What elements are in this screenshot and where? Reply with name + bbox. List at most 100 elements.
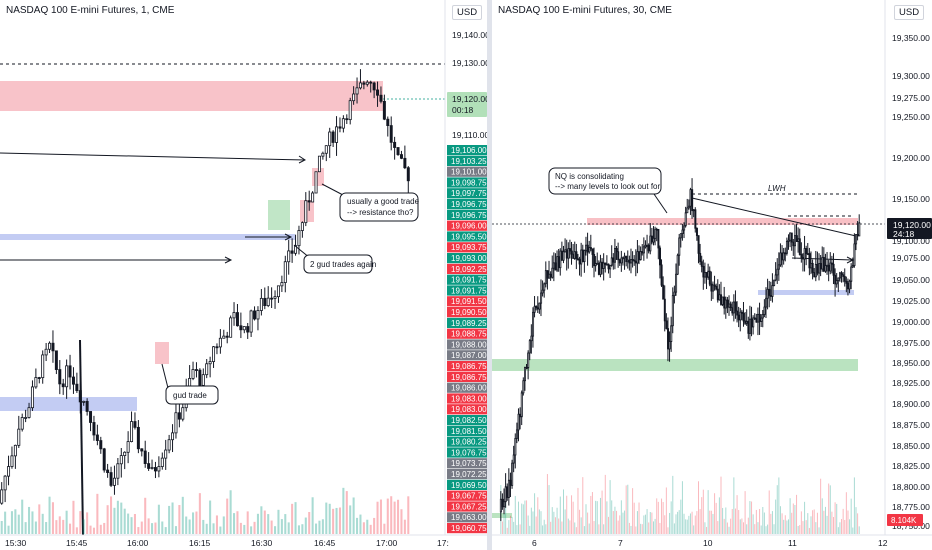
supply-zone — [587, 218, 858, 225]
candle — [716, 279, 719, 303]
candle — [517, 408, 520, 442]
candle — [568, 239, 571, 259]
left-chart-canvas[interactable]: usually a good trade --> resistance tho?… — [0, 0, 487, 550]
volume-bar — [511, 516, 513, 534]
candle — [0, 482, 4, 505]
candle — [652, 226, 655, 246]
ladder-row: 19,088.00 — [447, 339, 487, 350]
pane-divider[interactable] — [487, 0, 492, 550]
candle — [686, 198, 689, 214]
right-time-scale[interactable] — [492, 536, 932, 550]
volume-bar — [765, 526, 767, 534]
price-tick: 18,875.00 — [892, 420, 930, 430]
volume-bar — [233, 513, 236, 534]
candle — [565, 239, 568, 271]
volume-bar — [96, 493, 99, 534]
volume-bar — [188, 519, 191, 534]
candle — [597, 260, 600, 276]
volume-bar — [763, 512, 765, 534]
candle — [130, 411, 134, 443]
currency-button[interactable]: USD — [452, 5, 483, 20]
volume-bar — [628, 522, 630, 534]
left-chart-pane[interactable]: usually a good trade --> resistance tho?… — [0, 0, 487, 550]
candle — [578, 256, 581, 276]
candle — [507, 468, 510, 506]
volume-bar — [548, 485, 550, 534]
ladder-price: 19,086.75 — [451, 373, 487, 382]
volume-bar — [535, 516, 537, 534]
candle — [536, 296, 539, 313]
candle — [705, 271, 708, 290]
volume-bar — [14, 509, 17, 534]
volume-bar — [786, 520, 788, 534]
volume-bar — [383, 523, 386, 534]
volume-bar — [253, 521, 256, 534]
candle — [821, 246, 824, 272]
right-chart-pane[interactable]: LWH NQ is consolidating --> many levels … — [492, 0, 932, 550]
candle — [675, 263, 678, 296]
candle — [851, 257, 854, 269]
volume-bar — [137, 527, 140, 534]
price-tick: 18,800.00 — [892, 482, 930, 492]
volume-bar — [501, 521, 503, 534]
demand-zone — [268, 200, 290, 230]
candle — [729, 301, 732, 312]
time-tick: 15:30 — [5, 538, 27, 548]
annotation-resistance-line2: --> resistance tho? — [347, 208, 414, 217]
candle — [610, 245, 613, 267]
volume-bar — [89, 525, 92, 534]
candle — [692, 209, 695, 218]
volume-bar — [672, 475, 674, 534]
candle — [760, 314, 763, 328]
candle — [499, 491, 502, 522]
volume-bar — [250, 526, 253, 534]
volume-bar — [792, 503, 794, 534]
volume-bar — [799, 525, 801, 534]
ladder-row: 19,089.25 — [447, 317, 487, 328]
candle — [713, 275, 716, 291]
candle — [171, 424, 175, 453]
candle — [684, 206, 687, 228]
ladder-price: 19,103.25 — [451, 157, 487, 166]
left-time-scale[interactable] — [0, 536, 487, 550]
volume-bar — [760, 525, 762, 534]
candle — [612, 253, 615, 270]
right-price-scale[interactable] — [885, 0, 932, 550]
candle — [650, 227, 653, 245]
volume-bar — [706, 526, 708, 534]
candle — [44, 342, 48, 362]
candle — [7, 455, 11, 486]
volume-bar — [828, 483, 830, 534]
volume-bar — [345, 491, 348, 534]
volume-bar — [603, 524, 605, 534]
candle — [136, 420, 140, 454]
volume-bar — [546, 474, 548, 534]
volume-bar — [72, 500, 75, 534]
candle — [856, 221, 859, 241]
volume-bar — [643, 515, 645, 534]
candle — [850, 263, 853, 290]
candle — [362, 80, 366, 90]
candle — [82, 400, 86, 406]
volume-bar — [632, 488, 634, 534]
callout-gud-trade: gud trade — [161, 363, 219, 405]
currency-button[interactable]: USD — [894, 5, 925, 20]
candle — [263, 287, 267, 310]
candle — [379, 86, 383, 104]
volume-bar — [691, 511, 693, 534]
candle — [710, 271, 713, 301]
candle — [126, 431, 130, 464]
volume-bar — [239, 522, 242, 534]
volume-bar — [559, 496, 561, 534]
volume-badge — [887, 514, 923, 526]
ladder-row: 19,067.75 — [447, 490, 487, 501]
right-chart-canvas[interactable]: LWH NQ is consolidating --> many levels … — [492, 0, 932, 550]
big-wick — [79, 339, 84, 536]
volume-bar — [10, 511, 13, 534]
volume-bar — [636, 511, 638, 534]
candle — [556, 250, 559, 273]
ladder-price: 19,088.75 — [451, 330, 487, 339]
candle — [795, 223, 798, 242]
supply-zone — [0, 81, 383, 111]
ladder-price: 19,086.75 — [451, 362, 487, 371]
